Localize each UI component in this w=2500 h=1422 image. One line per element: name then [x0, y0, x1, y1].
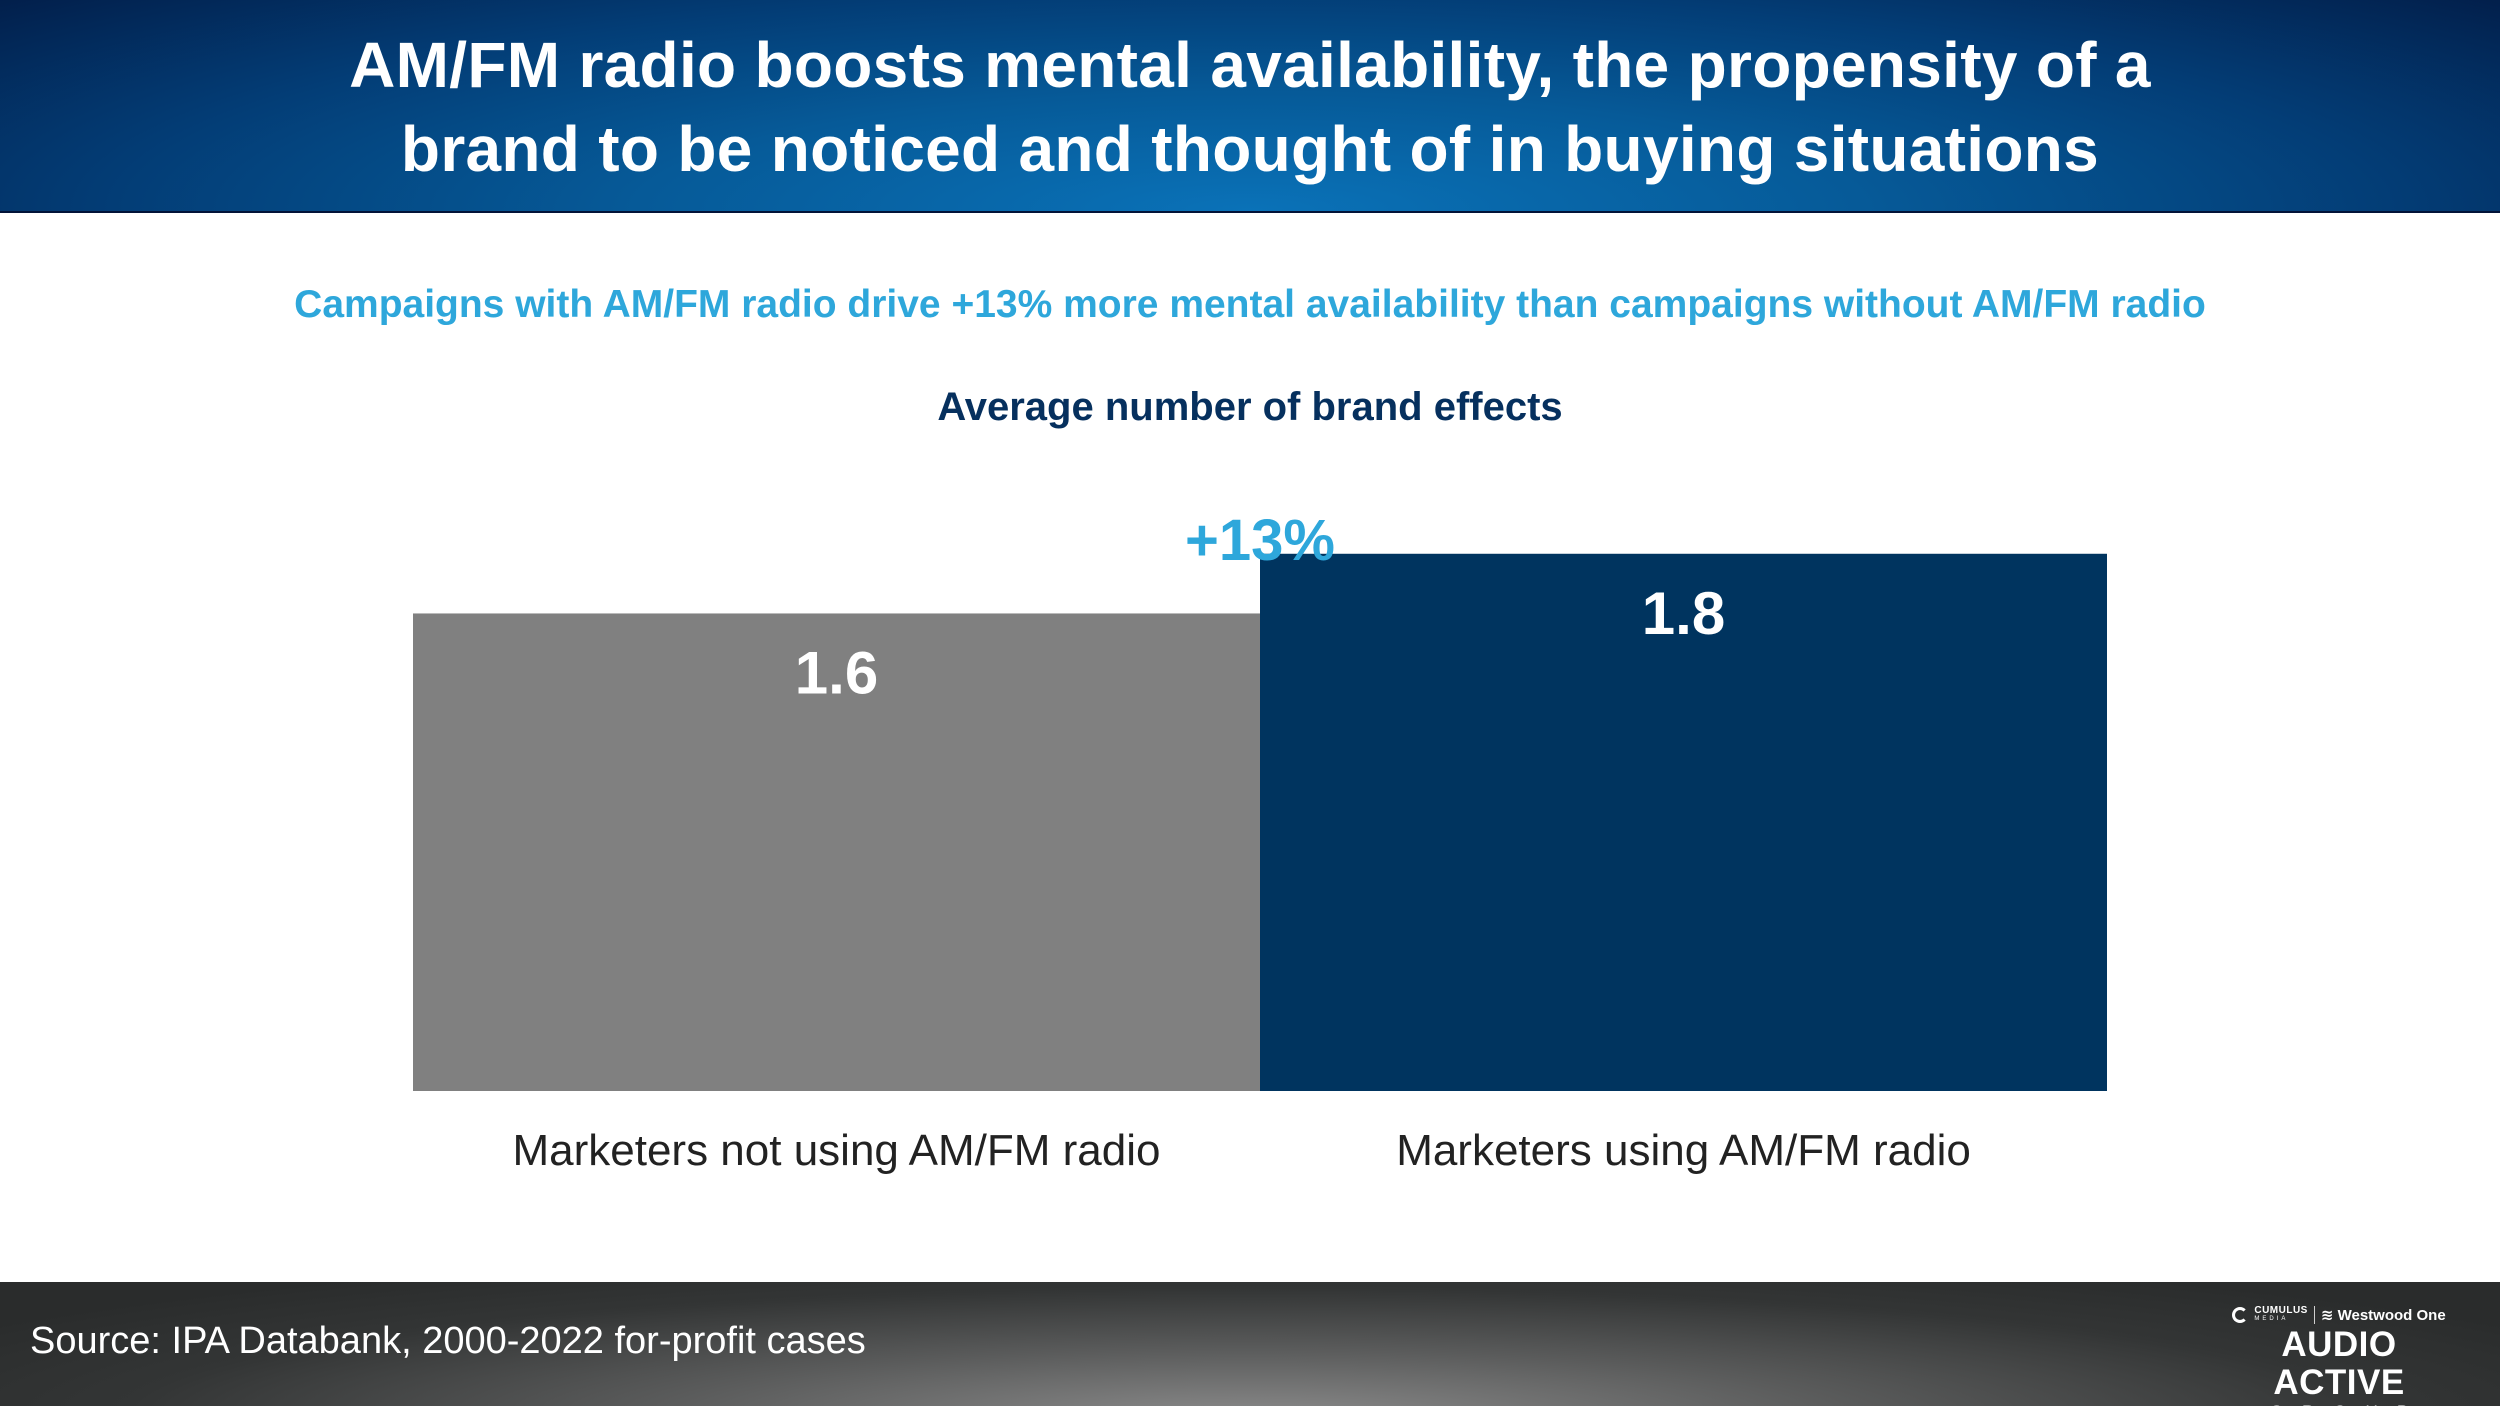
- cumulus-logo-icon: [2232, 1307, 2249, 1323]
- logo-partners: CUMULUS MEDIA ≋ Westwood One: [2214, 1304, 2464, 1326]
- media-text: MEDIA: [2254, 1316, 2289, 1322]
- bar-2: [1260, 553, 2107, 1091]
- westwood-text: Westwood One: [2337, 1307, 2446, 1324]
- subtitle: Campaigns with AM/FM radio drive +13% mo…: [294, 283, 2206, 326]
- logo-main-text: AUDIO ACTIVE: [2273, 1325, 2405, 1402]
- bar-1: [413, 613, 1260, 1091]
- chart-title: Average number of brand effects: [937, 385, 1563, 429]
- bar-value-label-1: 1.6: [795, 639, 878, 706]
- westwood-waves-icon: ≋: [2320, 1307, 2334, 1324]
- x-tick-label-2: Marketers using AM/FM radio: [1396, 1126, 1971, 1175]
- cumulus-text: CUMULUS: [2254, 1305, 2308, 1316]
- bar-value-label-2: 1.8: [1642, 580, 1725, 647]
- westwood-one-wordmark: ≋ Westwood One: [2321, 1306, 2446, 1324]
- page-title-line-2: brand to be noticed and thought of in bu…: [400, 112, 2100, 185]
- logo-divider: [2313, 1306, 2315, 1324]
- footer: Source: IPA Databank, 2000-2022 for-prof…: [0, 1282, 2500, 1421]
- audio-active-group-logo: CUMULUS MEDIA ≋ Westwood One AUDIO ACTIV…: [2214, 1304, 2464, 1422]
- page-title-line-1: AM/FM radio boosts mental availability, …: [349, 28, 2151, 101]
- x-tick-label-1: Marketers not using AM/FM radio: [512, 1126, 1160, 1175]
- page-title: AM/FM radio boosts mental availability, …: [349, 21, 2151, 191]
- header-banner: AM/FM radio boosts mental availability, …: [0, 0, 2500, 213]
- bar-chart: 1.6 Marketers not using AM/FM radio 1.8 Mar…: [413, 508, 2107, 1175]
- cumulus-media-wordmark: CUMULUS MEDIA: [2254, 1306, 2308, 1324]
- logo-group-text: GROUP: [2269, 1402, 2428, 1421]
- change-annotation: +13%: [1185, 508, 1335, 573]
- source-note: Source: IPA Databank, 2000-2022 for-prof…: [30, 1320, 866, 1362]
